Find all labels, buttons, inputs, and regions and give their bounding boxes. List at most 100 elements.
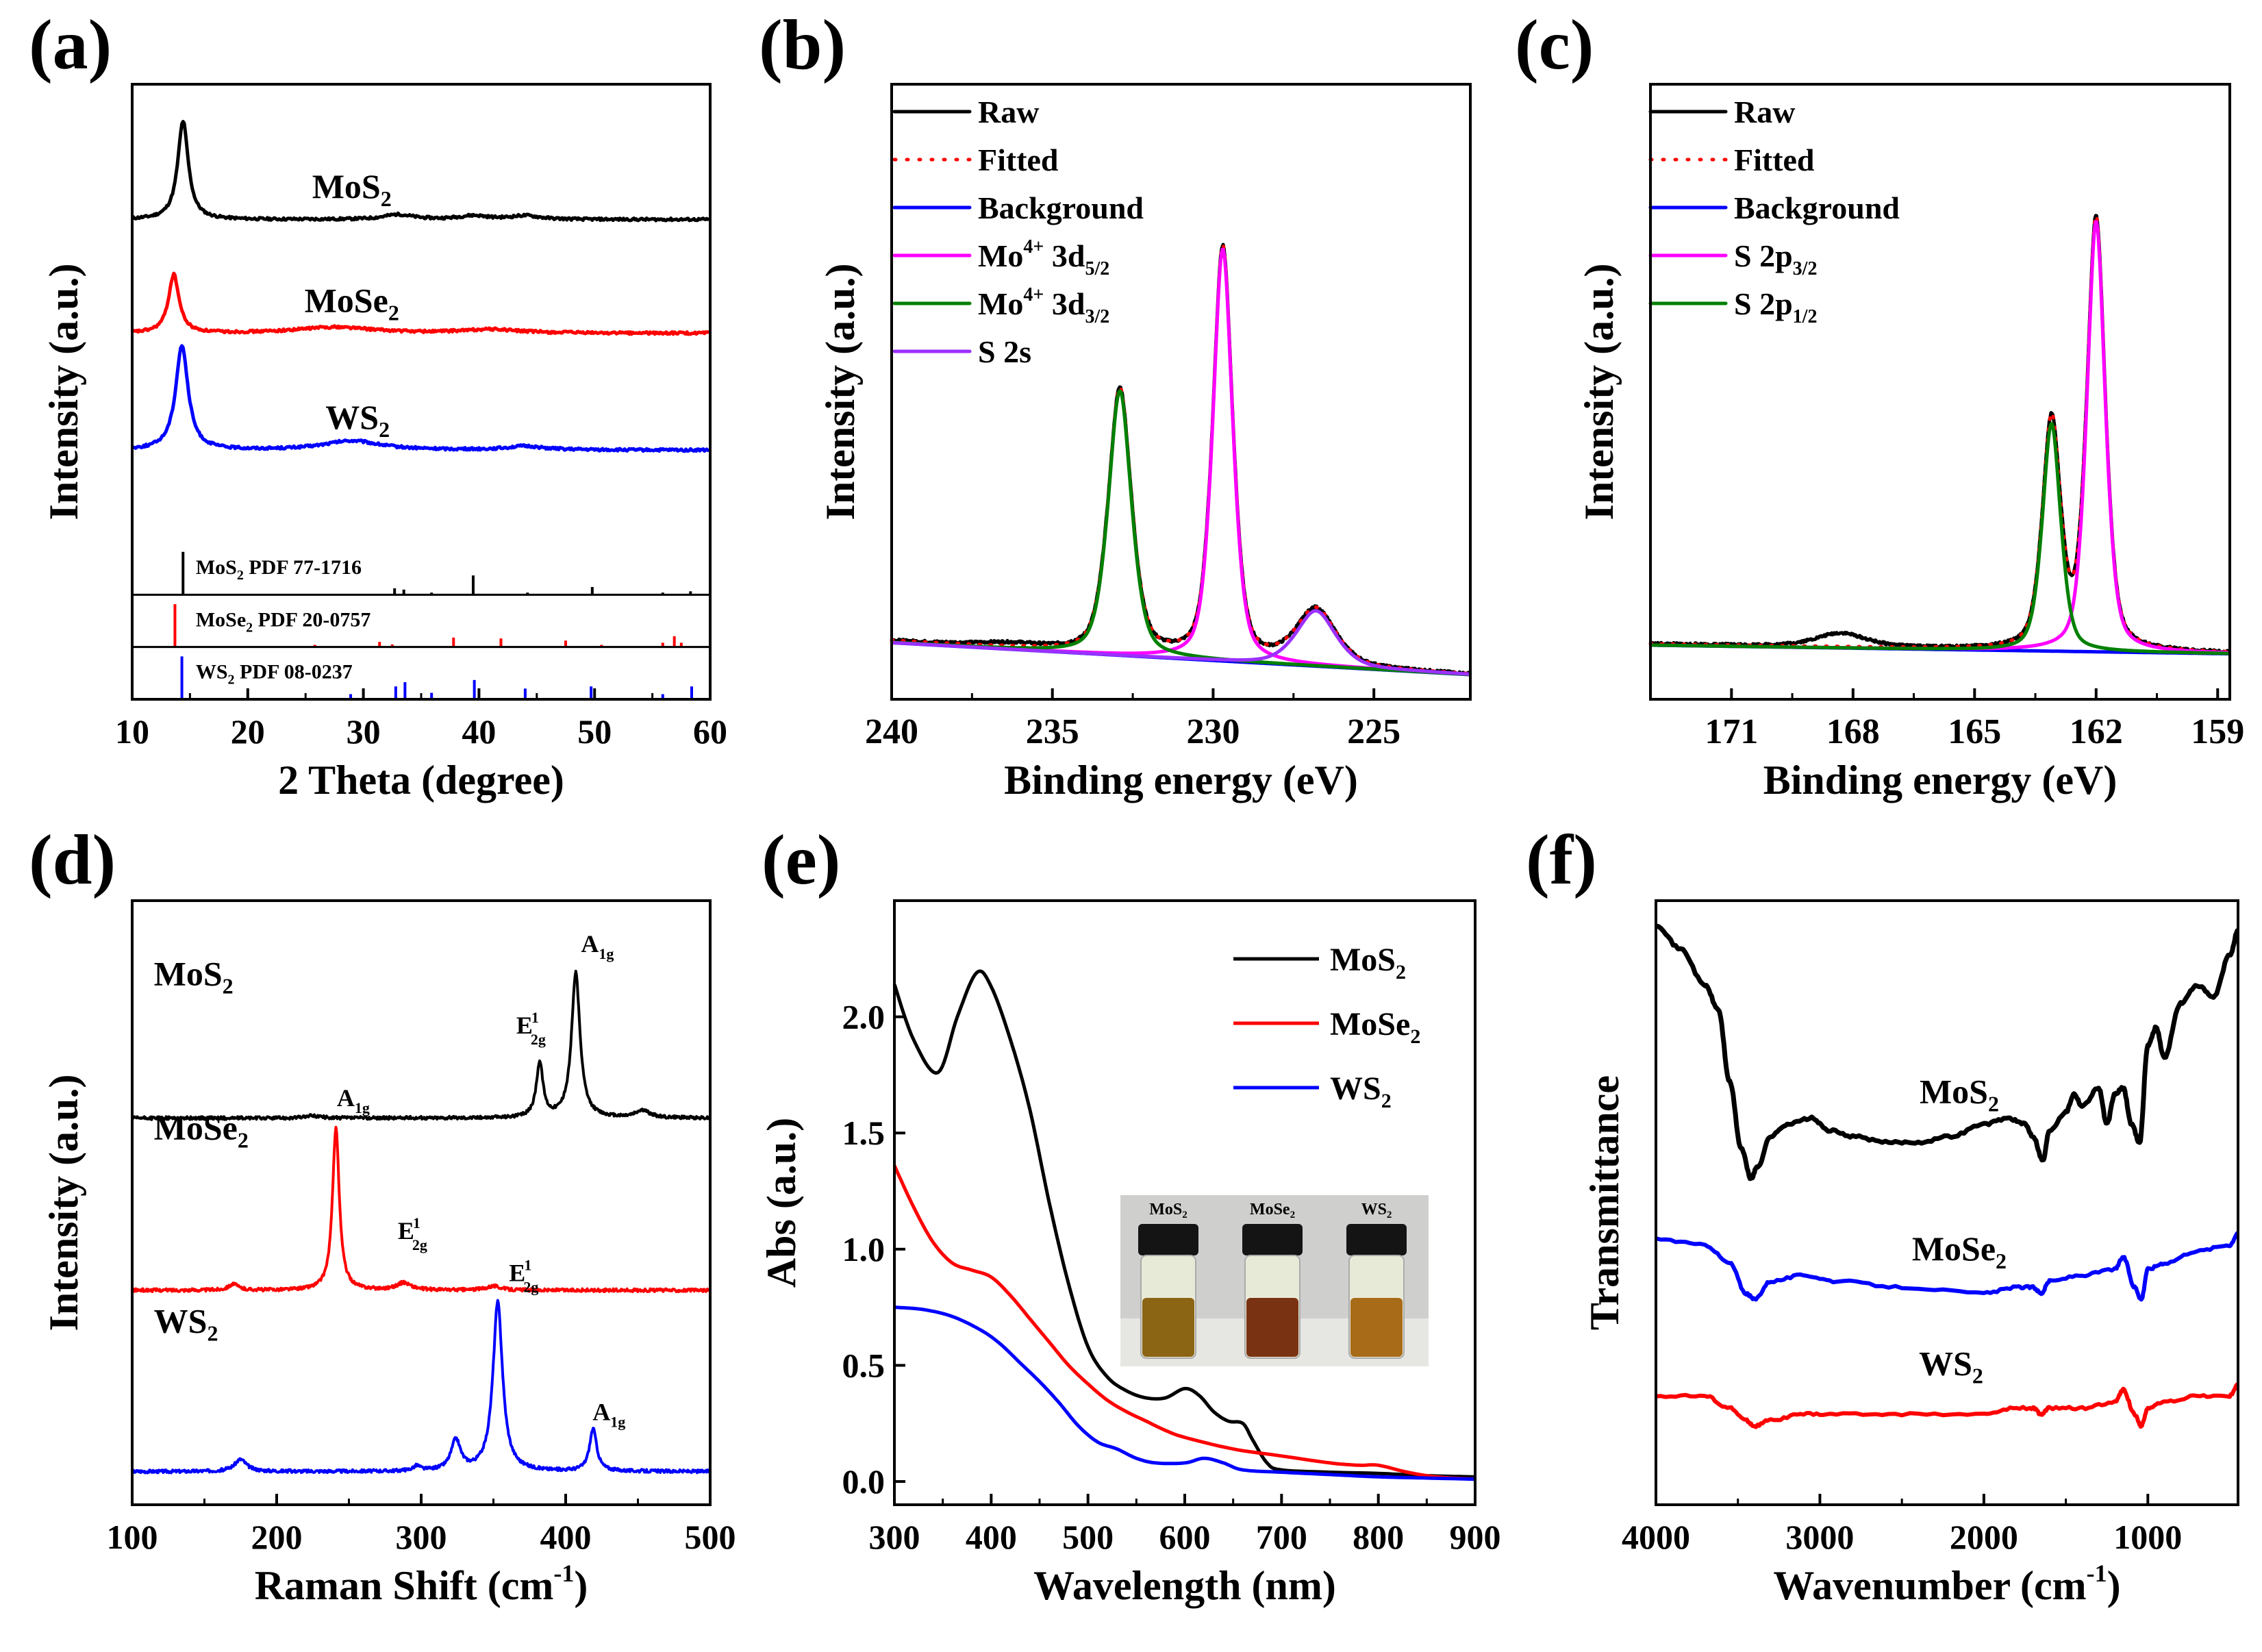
xps-line-fitted [890,243,1472,675]
x-tick-label: 159 [2191,712,2244,751]
x-tick-label: 900 [1450,1518,1501,1556]
x-axis-label: Binding energy (eV) [1763,758,2118,803]
x-axis-label: Raman Shift (cm-1) [255,1560,588,1608]
x-tick-label: 10 [115,712,149,751]
xps-line-s-2p1-2 [1649,422,2231,655]
x-tick-label: 240 [865,712,918,751]
xps-line-mo4-3d3-2 [890,389,1472,677]
figure-panels: MoS2 MoSe2 WS2 MoS2 PDF 77-1716 MoSe2 PDF 20… [29,5,2244,1608]
legend-entry: Background [978,190,1144,225]
legend-entry: Mo4+ 3d5/2 [978,236,1109,279]
x-axis-label: 2 Theta (degree) [278,758,564,803]
y-tick-label: 1.5 [842,1114,885,1152]
ftir-line-ws2 [1655,1382,2239,1429]
x-tick-label: 40 [462,712,496,751]
ftir-plot-frame [1655,899,2239,1506]
x-axis-label: Wavenumber (cm-1) [1773,1560,2120,1608]
x-tick-label: 700 [1256,1518,1307,1556]
x-tick-label: 225 [1347,712,1400,751]
uvvis-line-ws2 [894,1305,1476,1481]
x-tick-label: 300 [869,1518,920,1556]
y-axis-label: Transmittance [1582,1075,1627,1330]
y-axis-label: Intensity (a.u.) [41,263,86,520]
vial-label: MoS2 [1149,1201,1187,1221]
x-tick-label: 200 [251,1518,303,1556]
y-tick-label: 0.5 [842,1346,885,1384]
x-tick-label: 400 [966,1518,1017,1556]
peak-annotation: E1 2g [509,1257,538,1296]
peak-annotation: E1 2g [516,1009,546,1048]
uvvis-line-mose2 [892,1164,1476,1481]
x-tick-label: 171 [1705,712,1758,751]
x-tick-label: 500 [685,1518,736,1556]
panel-label: (d) [29,821,116,899]
panel-label: (e) [762,821,840,899]
legend-entry: Background [1734,190,1900,225]
peak-annotation: A1g [581,930,614,962]
vial-cap [1242,1224,1303,1255]
panel-label: (b) [759,5,846,84]
vial-liquid [1350,1298,1403,1357]
x-tick-label: 1000 [2113,1518,2182,1556]
legend-entry: Fitted [1734,142,1815,177]
x-tick-label: 168 [1826,712,1880,751]
xps-plot-frame [1649,83,2231,701]
x-tick-label: 230 [1186,712,1240,751]
x-tick-label: 20 [231,712,265,751]
series-label-mose2: MoSe2 [1912,1229,2007,1273]
y-tick-label: 1.0 [842,1230,885,1268]
legend-entry: Raw [978,95,1039,129]
legend-entry: WS2 [1330,1071,1392,1112]
x-tick-label: 800 [1353,1518,1404,1556]
x-tick-label: 2000 [1950,1518,2018,1556]
x-tick-label: 300 [396,1518,447,1556]
x-tick-label: 235 [1026,712,1079,751]
x-tick-label: 3000 [1785,1518,1854,1556]
raman-line-mos2 [131,969,712,1121]
raman-line-ws2 [131,1299,712,1475]
legend-entry: S 2p1/2 [1734,286,1817,327]
y-axis-label: Intensity (a.u.) [41,1074,86,1331]
x-tick-label: 50 [577,712,612,751]
xrd-line-mos2 [131,120,710,223]
ftir-line-mose2 [1655,1231,2239,1302]
x-tick-label: 600 [1159,1518,1211,1556]
x-tick-label: 165 [1948,712,2001,751]
y-axis-label: Intensity (a.u.) [1576,263,1622,520]
vial-cap [1138,1224,1198,1255]
xrd-plot-frame [131,83,712,701]
legend-entry: MoS2 [1330,942,1406,984]
xps-line-s-2s [890,609,1472,676]
raman-line-mose2 [131,1125,712,1293]
y-tick-label: 0.0 [842,1462,885,1501]
series-label-mose2: MoSe2 [305,281,399,325]
xps-plot-frame [890,83,1472,701]
series-label-mose2: MoSe2 [154,1108,249,1152]
y-axis-label: Intensity (a.u.) [818,263,863,520]
peak-annotation: A1g [592,1399,625,1431]
reference-label: MoSe2 PDF 20-0757 [196,608,371,635]
y-axis-label: Abs (a.u.) [759,1118,804,1288]
legend-entry: Raw [1734,95,1795,129]
series-label-ws2: WS2 [154,1302,218,1346]
vial-label: WS2 [1361,1201,1392,1221]
xps-line-raw [1649,214,2231,655]
x-tick-label: 500 [1062,1518,1114,1556]
vial-cap [1346,1224,1407,1255]
legend-entry: S 2s [978,334,1031,369]
series-label-ws2: WS2 [325,398,390,442]
x-tick-label: 400 [540,1518,592,1556]
panel-label: (f) [1526,821,1597,899]
series-label-ws2: WS2 [1919,1344,1983,1388]
uvvis-line-mos2 [892,969,1476,1479]
x-axis-label: Binding energy (eV) [1004,758,1358,803]
peak-annotation: A1g [337,1084,370,1116]
xrd-line-mose2 [131,271,710,336]
panel-label: (a) [29,5,112,84]
panel-label: (c) [1515,5,1594,84]
reference-label: WS2 PDF 08-0237 [196,661,353,688]
reference-label: MoS2 PDF 77-1716 [196,556,362,583]
legend-entry: MoSe2 [1330,1006,1420,1048]
x-tick-label: 30 [347,712,381,751]
